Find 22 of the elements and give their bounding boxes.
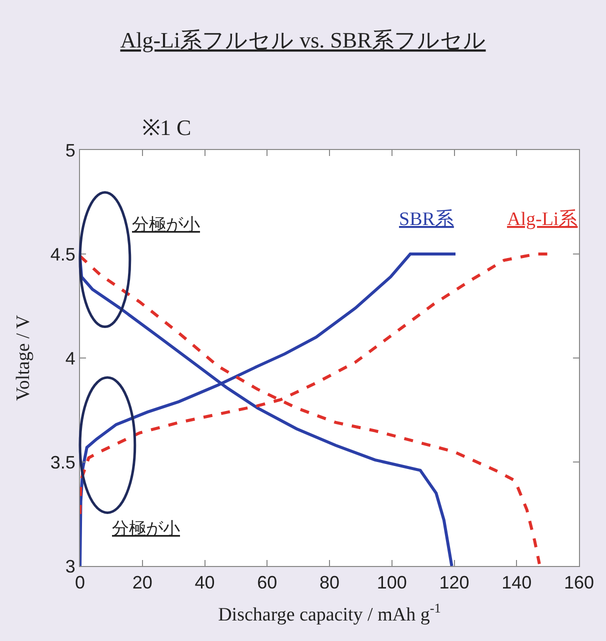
series-label: SBR系: [399, 209, 454, 230]
x-tick-label: 160: [564, 572, 594, 593]
x-tick-label: 100: [376, 572, 407, 593]
x-tick-label: 40: [194, 572, 215, 593]
annotation: 分極が小: [132, 215, 200, 235]
annotation: 分極が小: [112, 519, 180, 539]
x-tick-label: 60: [257, 572, 278, 593]
x-axis-title: Discharge capacity / mAh g$^{-1}$: [218, 600, 441, 626]
y-tick-label: 3.5: [50, 452, 76, 472]
y-tick-label: 5: [65, 140, 76, 160]
y-tick-label: 4: [65, 348, 76, 368]
x-tick-label: 0: [74, 572, 86, 593]
x-tick-label: 140: [502, 572, 532, 593]
text: ※1 C: [142, 115, 192, 140]
y-tick-label: 4.5: [50, 244, 76, 264]
x-tick-label: 120: [439, 572, 470, 593]
x-tick-label: 80: [319, 572, 340, 593]
y-axis-title: Voltage / V: [13, 314, 34, 401]
series-label: Alg-Li系: [507, 209, 578, 230]
x-tick-label: 20: [132, 572, 152, 593]
y-tick-label: 3: [65, 556, 76, 576]
chart-title: Alg-Li系フルセル vs. SBR系フルセル: [120, 27, 486, 52]
